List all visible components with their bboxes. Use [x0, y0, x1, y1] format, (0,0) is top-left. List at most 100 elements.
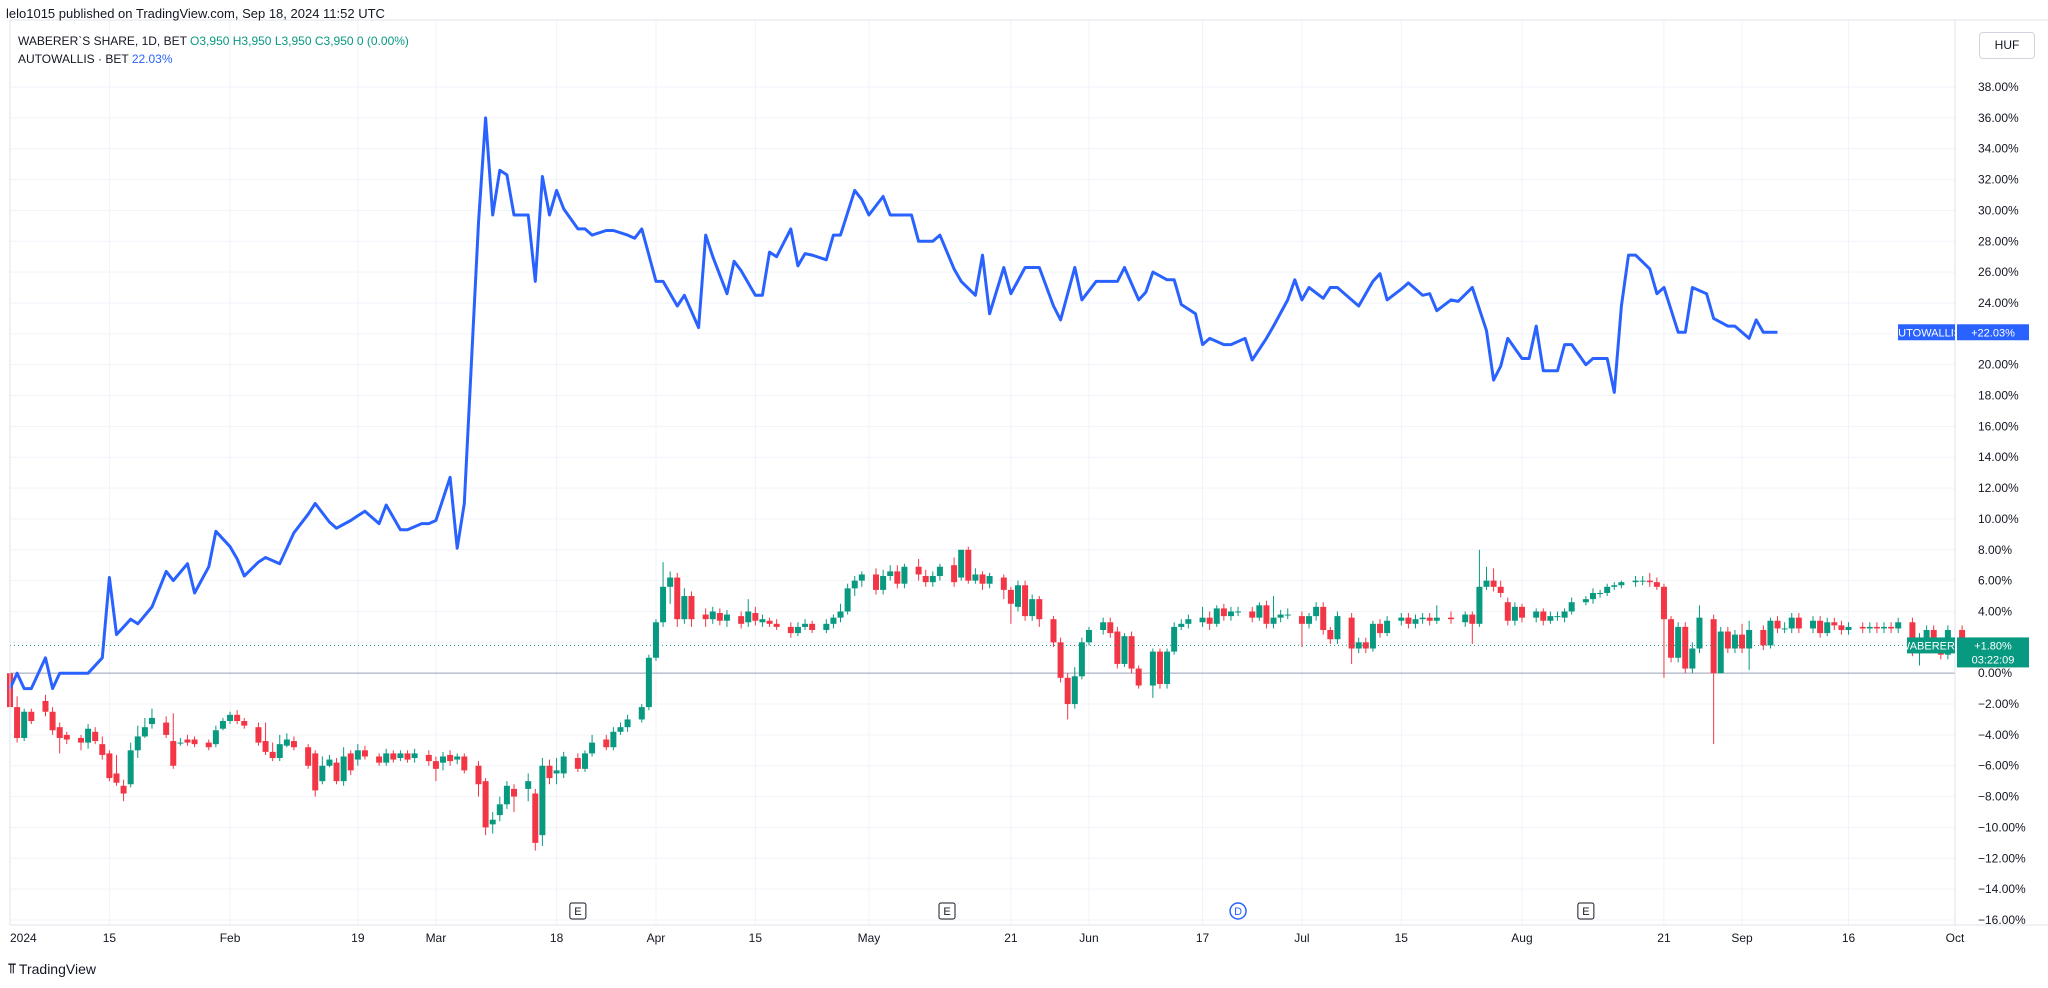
autowallis-name-tag [1898, 324, 1955, 341]
y-tick-label: −16.00% [1978, 913, 2026, 927]
main-series-legend[interactable]: WABERER`S SHARE, 1D, BET O3,950 H3,950 L… [18, 34, 409, 48]
candle-body [1717, 631, 1724, 674]
candle-body [489, 819, 496, 825]
candle-body [1284, 614, 1291, 616]
autowallis-series-line [8, 116, 1778, 691]
candle-body [745, 611, 752, 623]
candle-body [1085, 629, 1092, 643]
candle-body [688, 596, 695, 620]
y-tick-label: 34.00% [1978, 142, 2019, 156]
x-tick-label: Aug [1511, 931, 1532, 945]
candle-body [454, 756, 461, 760]
candle-body [1547, 616, 1554, 621]
candle-body [1426, 617, 1433, 621]
candle-body [1540, 611, 1547, 621]
compare-series-legend[interactable]: AUTOWALLIS · BET 22.03% [18, 52, 173, 66]
currency-button[interactable]: HUF [1979, 32, 2035, 59]
candle-body [92, 731, 99, 742]
earnings-event-marker[interactable] [938, 902, 956, 920]
candle-body [1256, 605, 1263, 618]
candle-body [1561, 611, 1568, 618]
candle-body [1362, 642, 1369, 649]
candle-body [1022, 585, 1029, 617]
candle-body [851, 580, 858, 589]
candle-body [794, 626, 801, 634]
y-tick-label: 30.00% [1978, 203, 2019, 217]
candle-body [624, 719, 631, 728]
candle-body [134, 736, 141, 751]
candle-body [681, 596, 688, 620]
candle-body [1724, 631, 1731, 649]
candle-body [1469, 614, 1476, 624]
candle-body [539, 765, 546, 836]
event-label: E [1582, 906, 1589, 918]
tradingview-brand: ⫪ TradingView [8, 960, 96, 977]
candle-body [1334, 616, 1341, 640]
candle-body [305, 747, 312, 766]
candle-body [354, 750, 361, 760]
x-tick-label: 18 [550, 931, 564, 945]
candle-body [823, 623, 830, 630]
earnings-event-marker[interactable] [1577, 902, 1595, 920]
candle-body [1866, 626, 1873, 629]
ohlc-open: O3,950 [190, 34, 230, 48]
candle-body [936, 566, 943, 577]
y-tick-label: −6.00% [1978, 759, 2019, 773]
waberers-value-tag [1957, 637, 2029, 668]
candle-body [106, 753, 113, 779]
candle-body [1057, 642, 1064, 678]
x-tick-label: Jul [1294, 931, 1309, 945]
y-tick-label: 36.00% [1978, 111, 2019, 125]
candle-body [63, 734, 70, 740]
x-tick-label: Jun [1079, 931, 1098, 945]
candle-body [411, 753, 418, 759]
candle-body [1653, 582, 1660, 587]
candle-body [1156, 651, 1163, 684]
candle-body [1760, 629, 1767, 646]
candle-body [1178, 623, 1185, 627]
autowallis-value-tag [1957, 324, 2029, 341]
x-tick-label: 15 [1395, 931, 1409, 945]
candle-body [383, 753, 390, 763]
waberers-name-label: WABERERS [1900, 640, 1963, 652]
waberers-name-tag [1907, 637, 1955, 654]
candle-body [163, 722, 170, 735]
dividend-event-marker[interactable] [1229, 902, 1247, 920]
compare-series-value: 22.03% [131, 52, 173, 66]
y-tick-label: 4.00% [1978, 604, 2012, 618]
y-tick-label: 24.00% [1978, 296, 2019, 310]
y-tick-label: 38.00% [1978, 80, 2019, 94]
candle-body [1490, 580, 1497, 587]
candle-body [1206, 617, 1213, 624]
candle-body [340, 756, 347, 782]
candle-body [482, 781, 489, 828]
y-tick-label: 6.00% [1978, 574, 2012, 588]
candle-body [432, 761, 439, 769]
candle-body [773, 623, 780, 627]
candle-body [1618, 582, 1625, 586]
candle-body [1078, 642, 1085, 677]
candle-body [1235, 611, 1242, 613]
candle-body [1306, 616, 1313, 624]
candle-body [1071, 676, 1078, 705]
candle-body [1135, 668, 1142, 686]
event-label: D [1234, 906, 1242, 918]
candle-body [674, 577, 681, 620]
candle-body [1327, 629, 1334, 640]
candle-body [1412, 619, 1419, 624]
ohlc-low: L3,950 [274, 34, 312, 48]
candle-body [787, 626, 794, 634]
candle-body [1149, 651, 1156, 686]
candle-body [1582, 599, 1589, 603]
candle-body [1739, 634, 1746, 649]
earnings-event-marker[interactable] [569, 902, 587, 920]
candle-body [1227, 611, 1234, 617]
candle-body [1369, 623, 1376, 649]
candle-body [1881, 626, 1888, 629]
y-tick-label: 32.00% [1978, 173, 2019, 187]
candle-body [1014, 585, 1021, 607]
candle-body [1930, 629, 1937, 643]
axes: 38.00% 36.00% 34.00% 32.00% 30.00% 28.00% 26.0… [9, 19, 2048, 945]
